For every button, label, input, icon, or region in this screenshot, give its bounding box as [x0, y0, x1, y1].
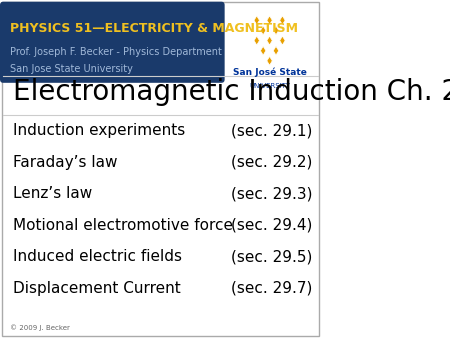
- Polygon shape: [273, 46, 279, 55]
- Text: Motional electromotive force: Motional electromotive force: [13, 218, 233, 233]
- Text: © 2009 J. Becker: © 2009 J. Becker: [9, 324, 69, 331]
- Text: Displacement Current: Displacement Current: [13, 281, 180, 295]
- Text: Induced electric fields: Induced electric fields: [13, 249, 182, 264]
- FancyBboxPatch shape: [0, 2, 225, 83]
- Text: UNIVERSITY: UNIVERSITY: [249, 83, 290, 89]
- Polygon shape: [280, 36, 285, 45]
- Text: Induction experiments: Induction experiments: [13, 123, 185, 138]
- Polygon shape: [280, 16, 285, 25]
- Text: (sec. 29.5): (sec. 29.5): [231, 249, 312, 264]
- Text: Lenz’s law: Lenz’s law: [13, 186, 92, 201]
- Text: (sec. 29.3): (sec. 29.3): [231, 186, 313, 201]
- Text: San Jose State University: San Jose State University: [9, 64, 132, 74]
- Text: Prof. Joseph F. Becker - Physics Department: Prof. Joseph F. Becker - Physics Departm…: [9, 47, 221, 57]
- Polygon shape: [267, 56, 272, 65]
- Polygon shape: [273, 26, 279, 35]
- Text: (sec. 29.1): (sec. 29.1): [231, 123, 312, 138]
- Text: Faraday’s law: Faraday’s law: [13, 155, 117, 170]
- Polygon shape: [267, 16, 272, 25]
- Polygon shape: [261, 46, 266, 55]
- Text: PHYSICS 51—ELECTRICITY & MAGNETISM: PHYSICS 51—ELECTRICITY & MAGNETISM: [9, 22, 297, 35]
- Text: Electromagnetic Induction Ch. 29: Electromagnetic Induction Ch. 29: [13, 78, 450, 106]
- Polygon shape: [267, 36, 272, 45]
- Text: (sec. 29.7): (sec. 29.7): [231, 281, 312, 295]
- Polygon shape: [254, 16, 260, 25]
- Text: (sec. 29.4): (sec. 29.4): [231, 218, 312, 233]
- Polygon shape: [261, 26, 266, 35]
- Text: San José State: San José State: [233, 68, 306, 77]
- Polygon shape: [254, 36, 260, 45]
- Text: (sec. 29.2): (sec. 29.2): [231, 155, 312, 170]
